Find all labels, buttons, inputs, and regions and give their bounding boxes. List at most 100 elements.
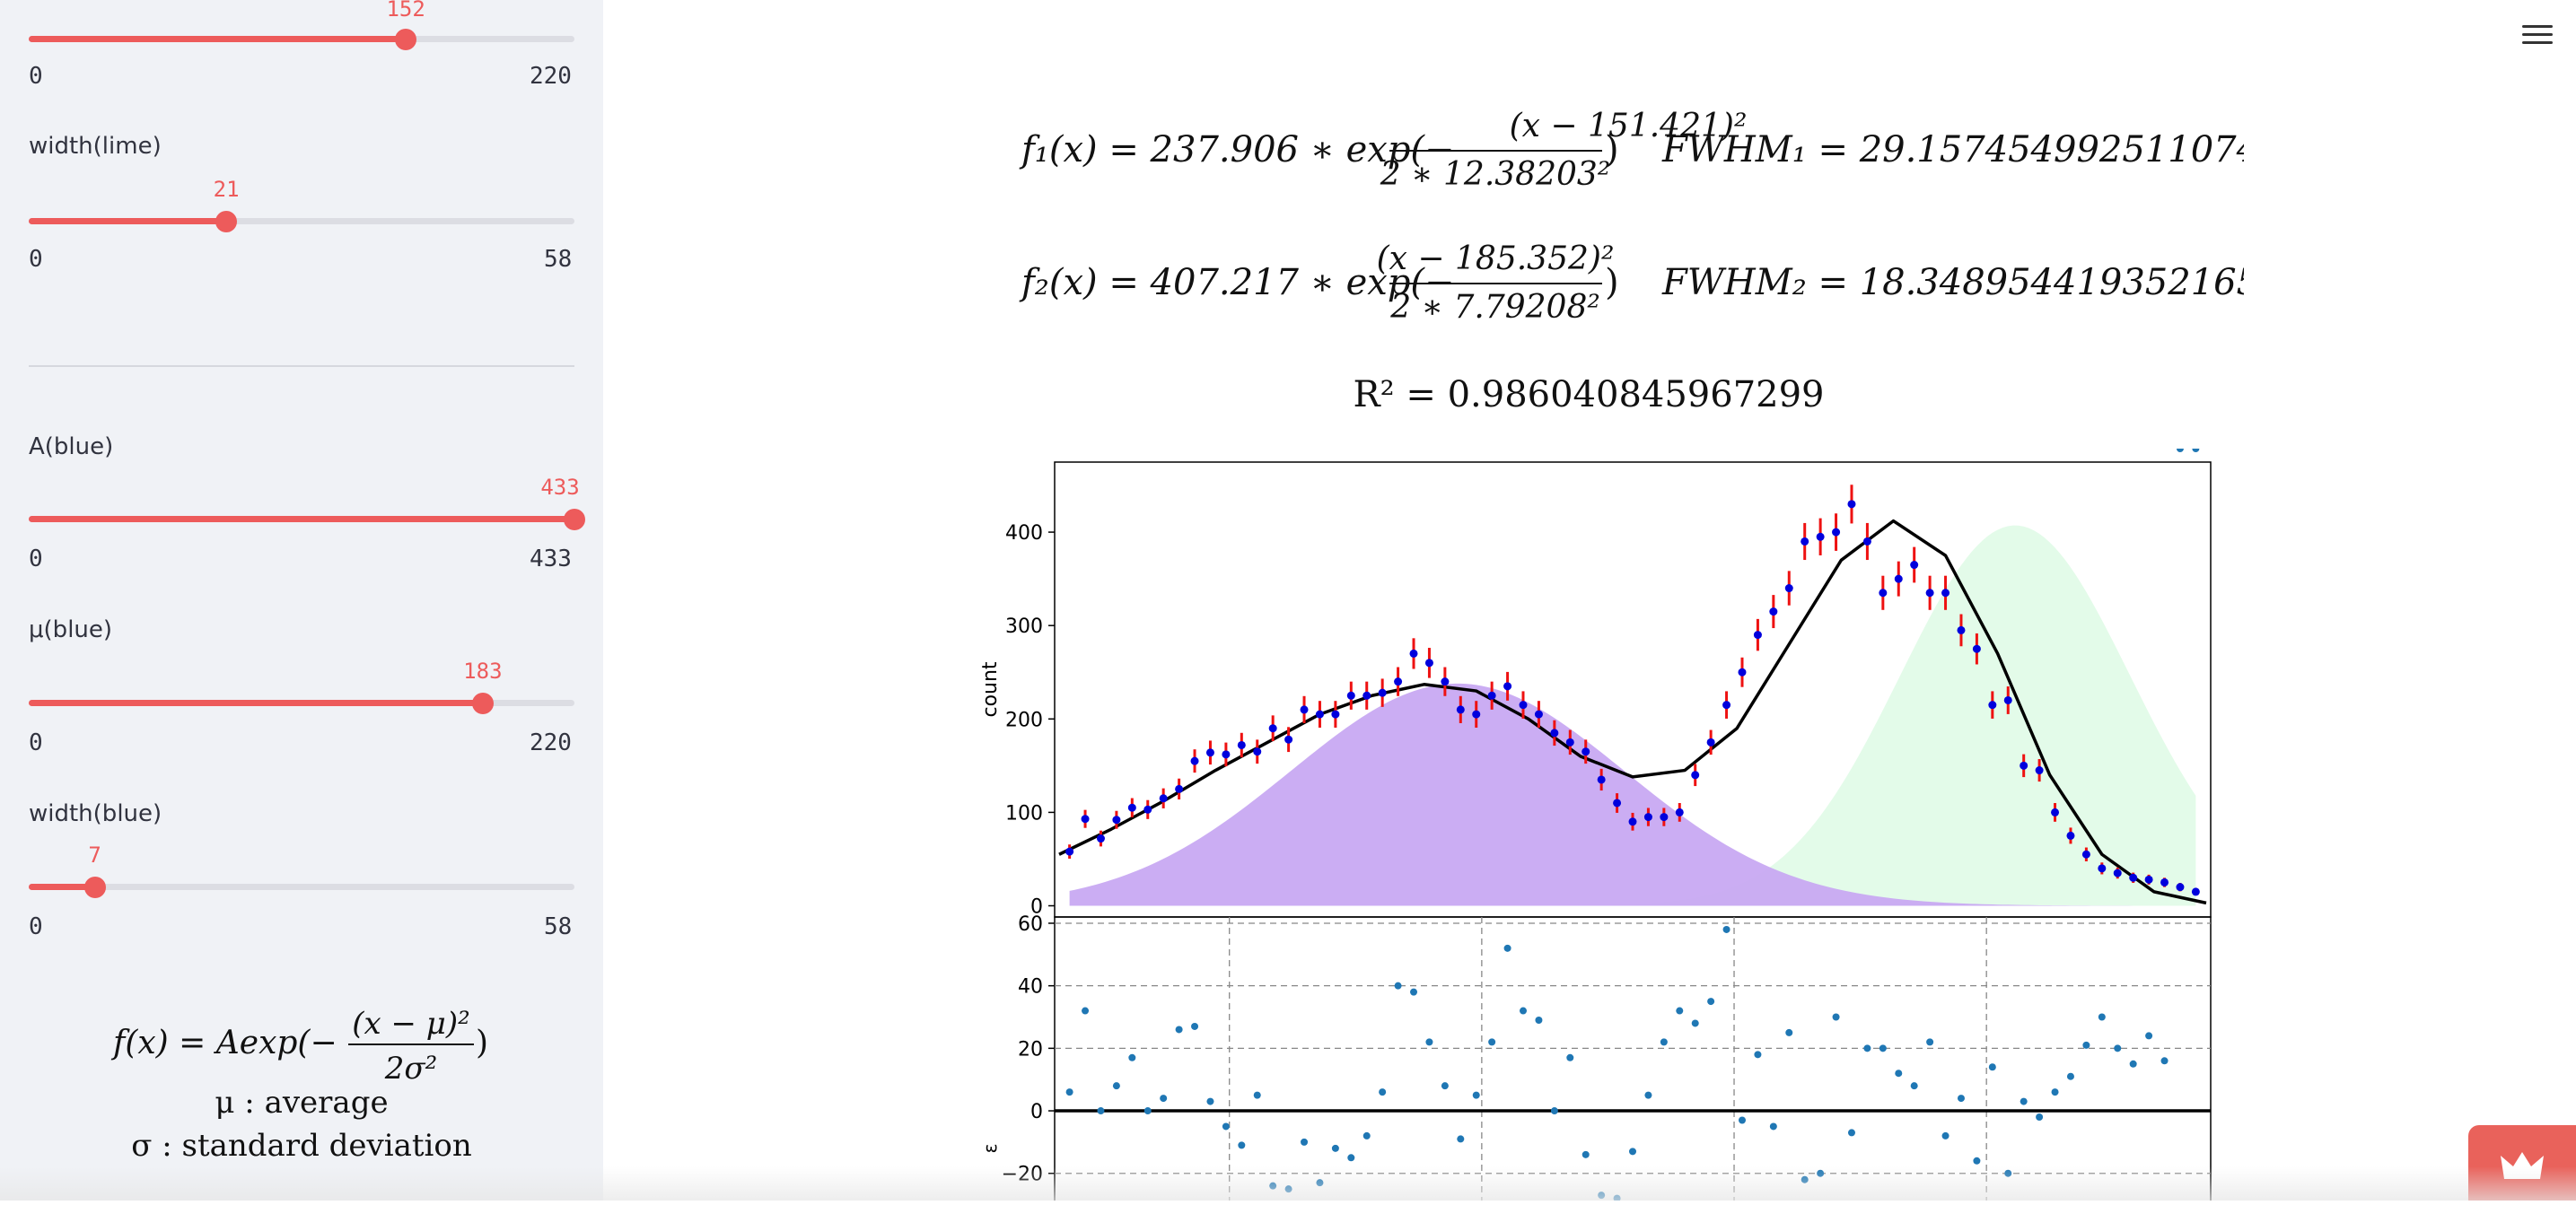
slider-value: 433 <box>540 475 580 500</box>
residual-point <box>1331 1144 1339 1152</box>
residual-point <box>1222 1122 1230 1131</box>
slider-max: 220 <box>530 63 572 90</box>
y-axis-label: count <box>979 661 1002 717</box>
slider-thumb[interactable] <box>215 210 238 232</box>
slider-thumb[interactable] <box>564 508 585 530</box>
slider-min: 0 <box>29 63 43 90</box>
residual-point <box>1112 1082 1120 1090</box>
residual-point <box>1362 1131 1371 1140</box>
residual-point <box>1957 1095 1965 1103</box>
data-point <box>1456 705 1465 714</box>
slider-track <box>29 884 574 890</box>
data-point <box>1331 710 1340 719</box>
data-point <box>1300 705 1309 714</box>
residual-point <box>1722 925 1730 933</box>
formula-numerator: (x − μ)² <box>352 1006 470 1042</box>
residual-point <box>2129 1060 2137 1068</box>
slider-label-width-blue: width(blue) <box>29 800 162 827</box>
residual-point <box>1535 1016 1543 1024</box>
data-point <box>2081 850 2090 859</box>
data-point <box>1972 644 1981 653</box>
data-point <box>1487 691 1496 700</box>
data-point <box>1424 659 1433 668</box>
residual-point <box>1457 1135 1465 1143</box>
residual-point <box>1676 1007 1684 1015</box>
residual-point <box>1754 1051 1762 1059</box>
residual-point <box>1582 1150 1590 1158</box>
data-point <box>1472 710 1481 719</box>
slider-thumb[interactable] <box>83 876 106 898</box>
data-point <box>1550 729 1559 738</box>
data-point <box>1691 771 1700 780</box>
data-point <box>1988 701 1997 710</box>
f1-denominator: 2 ∗ 12.38203² <box>1380 156 1610 193</box>
residual-point <box>1895 1070 1903 1078</box>
data-point <box>1957 625 1966 634</box>
residual-point <box>2036 1113 2044 1122</box>
fit-panel: 0 100 200 300 400 count <box>979 461 2212 919</box>
data-point <box>1175 784 1184 793</box>
residual-point <box>2051 1088 2059 1096</box>
data-point <box>1660 813 1669 822</box>
residual-point <box>1128 1053 1136 1061</box>
residual-point <box>1769 1122 1777 1131</box>
residual-point <box>1644 1091 1652 1099</box>
f1-close: ) <box>1605 129 1619 170</box>
residual-point <box>2145 1032 2153 1040</box>
residual-point <box>1488 1038 1496 1046</box>
fwhm1: FWHM₁ = 29.157454992511074 <box>1661 129 2244 170</box>
residual-point <box>1191 1022 1199 1030</box>
residual-point <box>1347 1154 1355 1162</box>
fwhm2: FWHM₂ = 18.348954419352165 <box>1661 262 2244 303</box>
fit-line <box>1058 519 2207 905</box>
data-point <box>1784 584 1793 593</box>
data-point <box>1753 631 1762 640</box>
slider-max: 433 <box>530 546 572 572</box>
data-point <box>1565 738 1574 747</box>
data-point <box>1894 574 1903 583</box>
data-point <box>1941 589 1950 598</box>
residual-point <box>1143 1107 1152 1115</box>
residual-point <box>2176 449 2184 452</box>
residual-point <box>1879 1044 1887 1052</box>
data-point <box>1268 724 1277 733</box>
residual-point <box>1503 944 1511 952</box>
residual-point <box>1441 1082 1449 1090</box>
formula-lhs: f(x) = Aexp(− <box>110 1025 337 1061</box>
residual-point <box>1660 1038 1668 1046</box>
hamburger-menu-icon[interactable] <box>2522 25 2553 48</box>
data-point <box>1925 589 1934 598</box>
residual-point <box>1253 1091 1261 1099</box>
data-point <box>1879 589 1888 598</box>
slider-thumb[interactable] <box>471 692 494 714</box>
residual-point <box>1691 1019 1699 1027</box>
slider-value: 21 <box>213 177 240 202</box>
y-tick-label: 200 <box>1005 709 1043 731</box>
bottom-panel-frame <box>1054 916 2212 1201</box>
residual-point <box>1629 1148 1636 1156</box>
slider-thumb[interactable] <box>395 28 417 50</box>
residual-point <box>1175 1026 1183 1034</box>
residual-point <box>1065 1088 1073 1096</box>
data-point <box>1409 649 1418 658</box>
slider-value: 183 <box>463 659 503 684</box>
slider-max: 220 <box>530 729 572 756</box>
residual-point <box>1738 1116 1746 1124</box>
residual-point <box>1847 1129 1855 1137</box>
residual-point <box>1238 1141 1246 1149</box>
residual-point <box>2082 1041 2090 1049</box>
slider-fill <box>29 516 574 522</box>
y-axis-label: ε <box>979 1144 1001 1154</box>
slider-fill <box>29 700 483 706</box>
residual-point <box>1425 1038 1433 1046</box>
y-tick-label: 300 <box>1005 616 1043 638</box>
f2-denominator: 2 ∗ 7.79208² <box>1389 289 1600 326</box>
residual-point <box>1988 1063 1996 1071</box>
data-point <box>2051 808 2060 816</box>
formula-denominator: 2σ² <box>384 1051 437 1087</box>
slider-min: 0 <box>29 546 43 572</box>
residual-point <box>1550 1107 1558 1115</box>
data-point <box>1127 803 1136 812</box>
data-point <box>1582 747 1590 756</box>
green-component-area <box>1069 525 2196 906</box>
